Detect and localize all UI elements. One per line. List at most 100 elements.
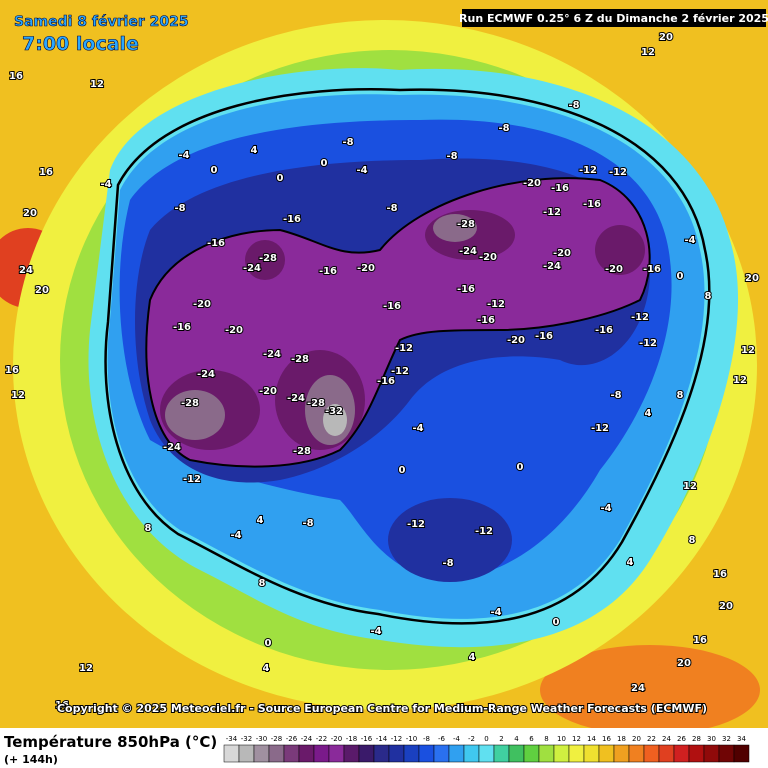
contour-label: 12 [11,390,25,401]
contour-label: -4 [178,150,189,161]
scale-tick-label: 24 [662,735,671,743]
color-swatch [523,744,540,763]
contour-label: -24 [287,393,305,404]
contour-label: 0 [677,271,684,282]
color-swatch [238,744,255,763]
scale-tick-label: 34 [737,735,746,743]
color-swatch [583,744,600,763]
scale-tick-label: -20 [331,735,342,743]
contour-label: -8 [442,558,453,569]
contour-label: -28 [293,446,311,457]
contour-label: -16 [283,214,301,225]
contour-label: 0 [517,462,524,473]
color-swatch [673,744,690,763]
contour-label: 20 [677,658,691,669]
temperature-zone [245,240,285,280]
contour-label: 8 [677,390,684,401]
contour-label: -20 [553,248,571,259]
contour-label: 12 [90,79,104,90]
contour-label: -20 [523,178,541,189]
contour-label: 8 [259,578,266,589]
contour-label: -16 [551,183,569,194]
color-swatch [598,744,615,763]
contour-label: 4 [645,408,652,419]
scale-tick-label: 10 [557,735,566,743]
scale-tick-label: -30 [256,735,267,743]
contour-label: 4 [251,145,258,156]
contour-label: 20 [659,32,673,43]
color-swatch [418,744,435,763]
scale-tick-label: 12 [572,735,581,743]
contour-label: -20 [507,335,525,346]
contour-label: -16 [583,199,601,210]
contour-label: -28 [291,354,309,365]
contour-label: 8 [705,291,712,302]
contour-label: 4 [469,652,476,663]
contour-label: -20 [193,299,211,310]
scale-tick-label: -32 [241,735,252,743]
color-swatch [313,744,330,763]
contour-label: -8 [342,137,353,148]
contour-label: -12 [591,423,609,434]
scale-tick-label: 8 [544,735,548,743]
contour-label: -8 [568,100,579,111]
color-swatch [733,744,750,763]
contour-label: -4 [600,503,611,514]
contour-label: -24 [163,442,181,453]
contour-label: 16 [5,365,19,376]
contour-label: -20 [357,263,375,274]
contour-label: -16 [457,284,475,295]
contour-label: 20 [745,273,759,284]
color-swatch [538,744,555,763]
contour-label: 12 [741,345,755,356]
map: 1612162024201612884041216-4-8-16-28-24-2… [0,0,768,735]
contour-label: -16 [595,325,613,336]
contour-label: 0 [277,173,284,184]
contour-label: -28 [181,398,199,409]
contour-label: 20 [719,601,733,612]
contour-label: 12 [683,481,697,492]
contour-label: 4 [627,557,634,568]
contour-label: -12 [487,299,505,310]
run-info: Run ECMWF 0.25° 6 Z du Dimanche 2 févrie… [459,12,768,25]
color-swatch [658,744,675,763]
contour-label: 12 [733,375,747,386]
color-swatch [283,744,300,763]
contour-label: -28 [457,219,475,230]
contour-label: -24 [459,246,477,257]
run-box [462,9,766,27]
legend-title: Température 850hPa (°C) [4,733,217,751]
scale-tick-label: -2 [468,735,475,743]
contour-label: 20 [23,208,37,219]
contour-label: -8 [386,203,397,214]
contour-label: 8 [145,523,152,534]
contour-label: -8 [446,151,457,162]
contour-label: 4 [263,663,270,674]
color-swatch [688,744,705,763]
temperature-zone [595,225,645,275]
contour-label: -12 [543,207,561,218]
color-swatch [553,744,570,763]
contour-label: -12 [407,519,425,530]
color-swatch [373,744,390,763]
contour-label: -8 [174,203,185,214]
color-swatch [613,744,630,763]
temperature-zone [388,498,512,582]
color-swatch [448,744,465,763]
contour-line [145,177,651,468]
contour-label: 20 [35,285,49,296]
contour-label: -16 [207,238,225,249]
contour-label: -12 [395,343,413,354]
scale-tick-label: -26 [286,735,298,743]
scale-tick-label: 18 [617,735,626,743]
scale-tick-label: 0 [484,735,488,743]
color-swatch [493,744,510,763]
contour-label: -4 [100,179,111,190]
scale-tick-label: 14 [587,735,596,743]
color-swatch [643,744,660,763]
contour-label: 12 [641,47,655,58]
contour-label: -12 [609,167,627,178]
contour-label: 0 [211,165,218,176]
scale-tick-label: -12 [391,735,402,743]
